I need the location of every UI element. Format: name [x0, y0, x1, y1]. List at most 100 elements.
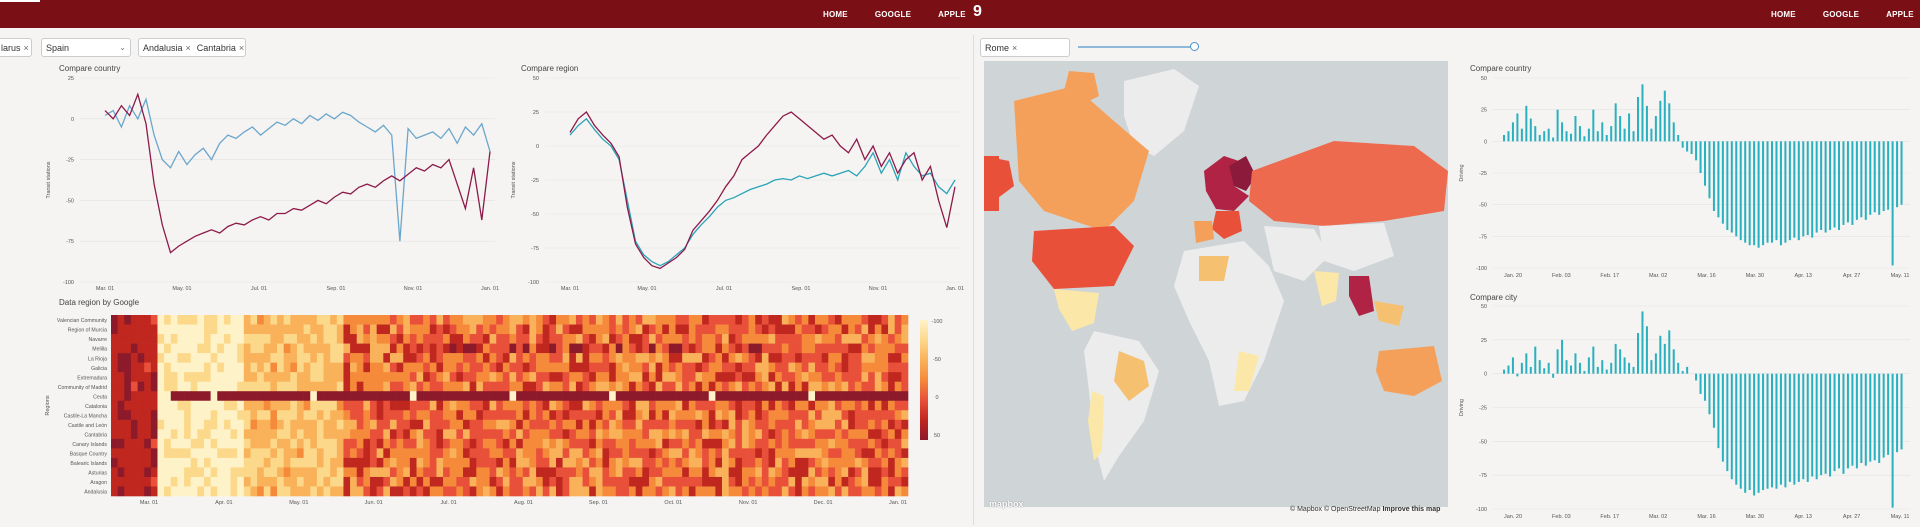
heatmap-cell: [516, 429, 524, 440]
bar: [1619, 116, 1622, 142]
heatmap-cell: [250, 448, 258, 459]
heatmap-cell: [682, 457, 690, 468]
heatmap-cell: [190, 324, 198, 335]
heatmap-cell: [237, 448, 245, 459]
heatmap-cell: [682, 343, 690, 354]
country-multiselect[interactable]: larus ×: [0, 38, 32, 57]
region-multiselect[interactable]: Andalusia × Cantabria ×: [138, 38, 246, 57]
heatmap-cell: [190, 457, 198, 468]
improve-map-link[interactable]: Improve this map: [1382, 506, 1441, 513]
heatmap-cell: [177, 324, 185, 335]
heatmap-cell: [808, 391, 816, 402]
heatmap-cell: [396, 467, 404, 478]
x-tick-label: Feb. 03: [1552, 273, 1571, 279]
nav-google-link[interactable]: GOOGLE: [1822, 9, 1860, 19]
heatmap-cell: [157, 324, 165, 335]
heatmap-row-label: Castile and León: [68, 423, 107, 429]
heatmap-cell: [854, 372, 862, 382]
heatmap-cell: [403, 362, 411, 373]
heatmap-cell: [821, 438, 829, 449]
mapbox-logo[interactable]: mapbox: [989, 499, 1024, 509]
heatmap-cell: [629, 362, 636, 373]
chart-title: Data region by Google: [59, 298, 140, 307]
nav-home-link[interactable]: HOME: [1771, 9, 1796, 19]
heatmap-cell: [741, 457, 749, 468]
heatmap-cell: [509, 438, 517, 449]
heatmap-cell: [396, 334, 404, 344]
heatmap-cell: [861, 353, 869, 363]
heatmap-cell: [476, 400, 484, 411]
close-icon[interactable]: ×: [238, 42, 245, 53]
heatmap-cell: [203, 362, 211, 373]
heatmap-cell: [423, 362, 431, 373]
heatmap-cell: [277, 438, 284, 449]
heatmap-cell: [429, 467, 437, 478]
nav-apple-link[interactable]: APPLE: [1886, 9, 1914, 19]
heatmap-cell: [496, 362, 504, 373]
map-region: [1194, 221, 1214, 243]
date-slider-handle[interactable]: [1190, 42, 1199, 51]
heatmap-cell: [350, 334, 358, 344]
heatmap-cell: [350, 476, 358, 487]
heatmap-cell: [622, 391, 630, 402]
heatmap-cell: [801, 486, 809, 497]
heatmap-cell: [144, 324, 152, 335]
heatmap-cell: [728, 448, 736, 459]
close-icon[interactable]: ×: [1012, 42, 1018, 53]
chevron-down-icon[interactable]: ⌄: [119, 43, 126, 52]
heatmap-cell: [303, 486, 311, 497]
city-multiselect[interactable]: Rome ×: [980, 38, 1070, 57]
heatmap-cell: [868, 467, 876, 478]
heatmap-cell: [595, 438, 603, 449]
x-tick-label: Jul. 01: [716, 286, 732, 292]
heatmap-cell: [164, 457, 172, 468]
heatmap-cell: [708, 343, 716, 354]
heatmap-cell: [376, 334, 384, 344]
heatmap-cell: [423, 438, 431, 449]
date-slider-track[interactable]: [1078, 46, 1194, 48]
heatmap-cell: [768, 410, 776, 421]
y-tick-label: 0: [536, 144, 539, 150]
nav-google-link[interactable]: GOOGLE: [874, 9, 912, 19]
heatmap-cell: [861, 381, 869, 392]
close-icon[interactable]: ×: [23, 42, 29, 53]
heatmap-cell: [648, 315, 656, 325]
nav-home-link[interactable]: HOME: [823, 9, 848, 19]
heatmap-cell: [529, 372, 537, 382]
heatmap-cell: [270, 476, 278, 487]
heatmap-cell: [894, 324, 902, 335]
heatmap-cell: [217, 467, 225, 478]
heatmap-cell: [296, 315, 304, 325]
heatmap-cell: [263, 467, 271, 478]
bar: [1578, 362, 1581, 374]
heatmap-cell: [542, 448, 550, 459]
heatmap-cell: [808, 315, 816, 325]
heatmap-cell: [330, 410, 338, 421]
heatmap-cell: [795, 391, 803, 402]
heatmap-row-label: Region of Murcia: [68, 328, 107, 334]
bar: [1824, 373, 1827, 474]
heatmap-cell: [164, 334, 172, 344]
map-region: [1376, 346, 1442, 396]
bar: [1833, 373, 1836, 472]
heatmap-cell: [469, 429, 477, 440]
heatmap-cell: [569, 391, 577, 402]
close-icon[interactable]: ×: [185, 42, 191, 53]
country-select[interactable]: Spain ⌄: [41, 38, 131, 57]
heatmap-cell: [575, 438, 583, 449]
heatmap-cell: [602, 372, 610, 382]
heatmap-cell: [330, 391, 338, 402]
heatmap-cell: [808, 476, 816, 487]
nav-apple-link[interactable]: APPLE: [938, 9, 966, 19]
heatmap-cell: [529, 448, 537, 459]
heatmap-cell: [197, 400, 205, 411]
bar: [1851, 141, 1854, 225]
world-map[interactable]: [984, 61, 1448, 507]
heatmap-cell: [164, 467, 172, 478]
heatmap-cell: [562, 429, 570, 440]
bar: [1663, 343, 1666, 374]
heatmap-cell: [768, 486, 776, 497]
app-logo[interactable]: 9: [973, 3, 982, 20]
heatmap-cell: [761, 419, 769, 430]
heatmap-cell: [775, 381, 783, 392]
